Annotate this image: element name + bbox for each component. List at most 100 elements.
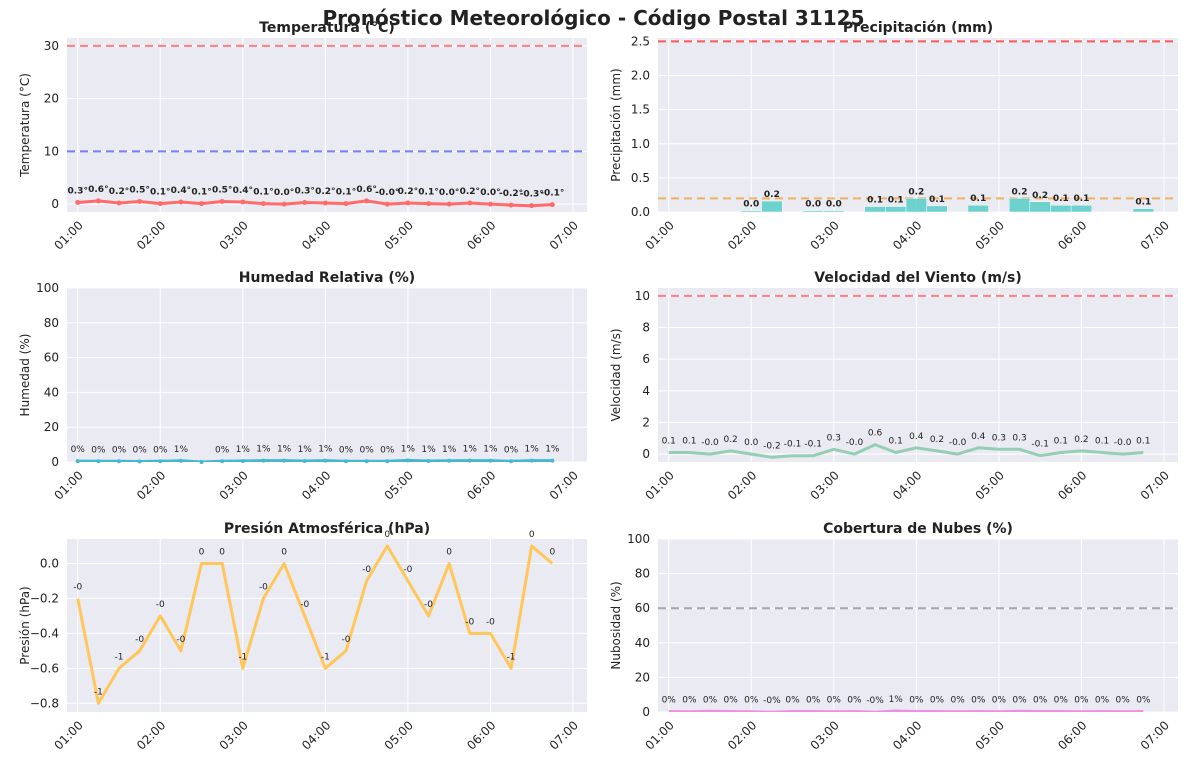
data-point [343, 201, 349, 207]
data-point [137, 459, 142, 464]
data-point [488, 458, 493, 463]
x-tick-label: 02:00 [134, 718, 168, 752]
x-tick-label: 01:00 [642, 718, 676, 752]
data-label: 0% [380, 445, 395, 455]
y-axis-label: Presión (hPa) [18, 586, 32, 664]
x-tick-label: 01:00 [51, 218, 85, 252]
data-label: 0% [339, 445, 354, 455]
x-tick-label: 07:00 [1138, 468, 1172, 502]
y-axis-label: Nubosidad (%) [609, 581, 623, 669]
data-point [199, 460, 204, 464]
data-label: 1% [421, 445, 436, 455]
data-label: 1% [889, 695, 904, 705]
y-tick-label: 80 [635, 567, 650, 581]
data-label: 0.1 [888, 196, 904, 206]
data-label: 0.2 [1074, 435, 1088, 445]
data-label: -0.1 [1031, 440, 1049, 450]
data-label: 0% [703, 695, 718, 705]
x-tick-label: 02:00 [725, 468, 759, 502]
data-label: 0% [1033, 695, 1048, 705]
data-label: 0.3° [294, 187, 314, 197]
data-point [405, 200, 411, 206]
bar [1070, 204, 1092, 212]
x-tick-label: 01:00 [642, 468, 676, 502]
data-label: 0.6 [868, 429, 883, 439]
x-tick-label: 03:00 [217, 218, 251, 252]
y-tick-label: −0.4 [30, 626, 59, 640]
y-tick-label: 0.0 [40, 556, 59, 570]
data-point [550, 458, 555, 463]
data-label: -0.1 [784, 440, 802, 450]
y-tick-label: 6 [642, 352, 650, 366]
y-tick-label: 20 [635, 670, 650, 684]
y-tick-label: 4 [642, 384, 650, 398]
y-axis-label: Precipitación (mm) [609, 68, 623, 181]
data-label: 0.2° [460, 187, 480, 197]
x-tick-label: 03:00 [808, 218, 842, 252]
data-point [529, 458, 534, 463]
data-label: 0% [971, 695, 986, 705]
data-label: 0% [91, 445, 106, 455]
data-label: -0 [486, 617, 495, 627]
x-tick-label: 05:00 [382, 718, 416, 752]
x-tick-label: 02:00 [134, 468, 168, 502]
y-tick-label: 2 [642, 415, 650, 429]
x-tick-label: 04:00 [299, 218, 333, 252]
data-label: 0.2 [723, 435, 737, 445]
data-label: 0.1 [1054, 437, 1068, 447]
y-tick-label: 2.5 [631, 34, 650, 48]
data-label: -0.2 [763, 441, 781, 451]
data-label: -0 [300, 600, 309, 610]
data-point [199, 201, 205, 207]
x-tick-label: 05:00 [973, 468, 1007, 502]
data-label: 0 [529, 530, 535, 540]
data-point [364, 198, 370, 204]
data-label: -0% [866, 696, 884, 706]
data-label: 0.1 [1095, 437, 1109, 447]
y-tick-label: −0.8 [30, 696, 59, 710]
x-tick-label: 07:00 [547, 218, 581, 252]
data-label: -0 [465, 617, 474, 627]
data-point [178, 199, 184, 205]
data-point [157, 201, 163, 207]
series-line [668, 443, 1144, 459]
data-label: 0.1 [1136, 437, 1150, 447]
series-line [76, 544, 554, 705]
x-tick-label: 02:00 [725, 218, 759, 252]
x-tick-label: 04:00 [890, 718, 924, 752]
y-tick-label: 1.0 [631, 137, 650, 151]
data-label: 0% [359, 445, 374, 455]
data-point [322, 200, 328, 206]
x-tick-label: 06:00 [1055, 218, 1089, 252]
x-tick-label: 04:00 [890, 468, 924, 502]
data-label: 1% [525, 445, 540, 455]
y-axis-label: Humedad (%) [18, 334, 32, 417]
data-point [282, 458, 287, 463]
data-label: 0.1 [970, 194, 986, 204]
data-point [158, 459, 163, 464]
data-label: 0.0 [805, 200, 821, 210]
data-label: 0 [384, 530, 390, 540]
data-label: 0% [785, 695, 800, 705]
data-point [384, 201, 390, 207]
wind-panel: Velocidad del Viento (m/s) Velocidad (m/s… [609, 270, 1178, 503]
bar [1050, 204, 1072, 212]
data-label: -0 [73, 582, 82, 592]
data-label: 0.0° [439, 188, 459, 198]
chart-title: Cobertura de Nubes (%) [823, 521, 1013, 537]
data-label: 0.3° [68, 187, 88, 197]
y-tick-label: 8 [642, 321, 650, 335]
data-label: -0 [341, 635, 350, 645]
data-label: 0% [112, 445, 127, 455]
data-label: 0% [847, 695, 862, 705]
data-label: 0% [1116, 696, 1131, 706]
y-tick-label: 100 [36, 281, 59, 295]
y-tick-label: 0.5 [631, 171, 650, 185]
data-point [446, 201, 452, 207]
x-tick-label: 05:00 [382, 218, 416, 252]
data-point [426, 201, 432, 207]
x-tick-label: 04:00 [299, 468, 333, 502]
data-label: -0.0 [1114, 438, 1132, 448]
data-label: 0.0 [744, 438, 759, 448]
data-label: -0 [424, 600, 433, 610]
